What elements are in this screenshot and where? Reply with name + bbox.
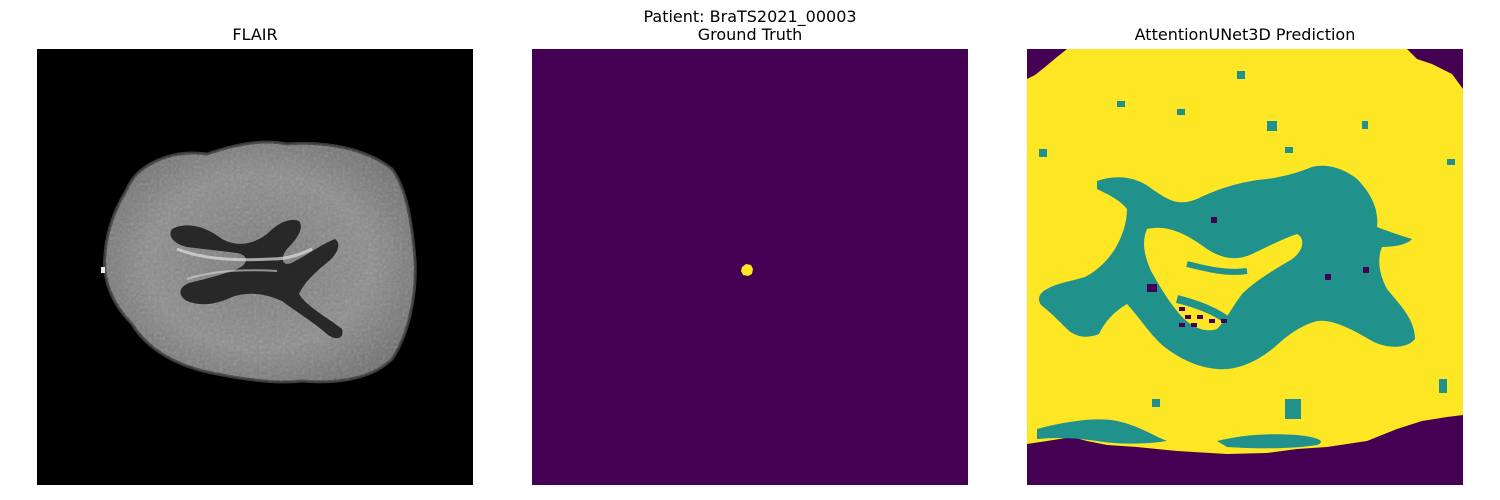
ground-truth-panel — [532, 49, 968, 485]
flair-panel-title: FLAIR — [232, 25, 278, 44]
flair-image-panel — [37, 49, 473, 485]
ground-truth-mask — [532, 49, 968, 485]
prediction-panel — [1027, 49, 1463, 485]
pred-background-top-right — [1407, 49, 1463, 89]
figure-suptitle: Patient: BraTS2021_00003 — [643, 7, 857, 26]
flair-mri-image — [37, 49, 473, 485]
pred-lower-mid-region — [1037, 419, 1167, 444]
prediction-panel-title: AttentionUNet3D Prediction — [1134, 25, 1356, 44]
ground-truth-panel-title: Ground Truth — [697, 25, 803, 44]
prediction-mask — [1027, 49, 1463, 485]
gt-tumor-region — [741, 264, 753, 276]
pred-background-top-left — [1027, 49, 1067, 79]
pred-background-bottom — [1027, 415, 1463, 485]
lateral-ventricles — [170, 219, 343, 339]
